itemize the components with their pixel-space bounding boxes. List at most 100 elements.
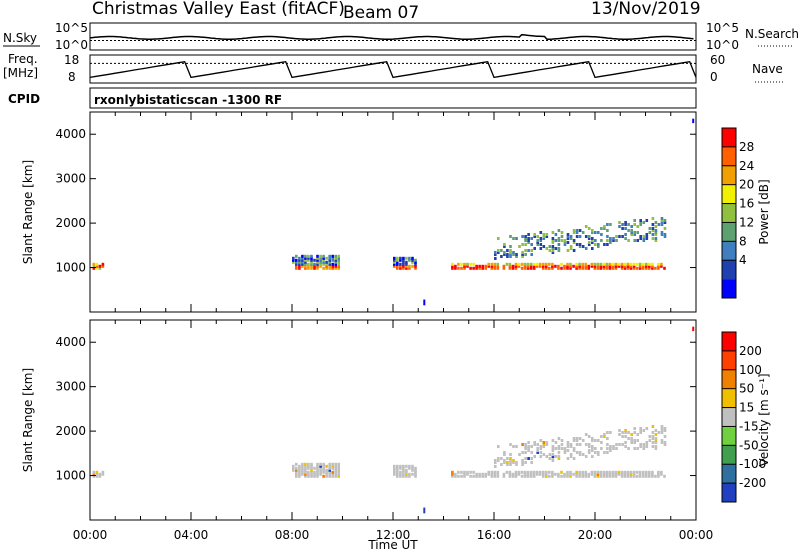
data-cell bbox=[566, 249, 570, 252]
data-cell bbox=[560, 235, 564, 238]
data-cell bbox=[527, 445, 530, 448]
data-cell bbox=[639, 427, 642, 430]
data-cell bbox=[645, 427, 649, 430]
data-cell bbox=[591, 455, 594, 458]
data-cell bbox=[301, 462, 304, 466]
data-cell bbox=[503, 251, 506, 254]
data-cell bbox=[518, 453, 521, 456]
data-cell bbox=[591, 445, 594, 448]
data-cell bbox=[503, 453, 506, 456]
data-cell bbox=[539, 231, 543, 234]
data-cell bbox=[414, 258, 417, 262]
data-cell bbox=[575, 437, 579, 440]
data-cell bbox=[596, 266, 600, 270]
data-cell bbox=[621, 223, 624, 226]
colorbar-segment bbox=[722, 388, 736, 408]
data-cell bbox=[515, 445, 518, 448]
data-cell bbox=[301, 254, 304, 258]
data-cell bbox=[313, 258, 316, 262]
data-cell bbox=[328, 266, 331, 270]
data-cell bbox=[551, 245, 555, 248]
nsky-tick-high: 10^5 bbox=[55, 21, 88, 35]
data-cell bbox=[337, 266, 340, 270]
data-cell bbox=[587, 443, 591, 446]
data-cell bbox=[657, 223, 661, 226]
data-cell bbox=[506, 463, 509, 466]
colorbar-tick-label: -100 bbox=[739, 457, 766, 471]
data-cell bbox=[539, 439, 543, 442]
data-cell bbox=[624, 429, 627, 432]
data-cell bbox=[557, 229, 561, 232]
data-cell bbox=[457, 474, 460, 478]
data-cell bbox=[475, 474, 478, 478]
data-cell bbox=[639, 445, 642, 448]
data-cell bbox=[337, 256, 340, 260]
data-cell bbox=[496, 266, 500, 270]
data-cell bbox=[587, 451, 591, 454]
data-cell bbox=[645, 262, 648, 266]
data-cell bbox=[524, 237, 527, 240]
data-cell bbox=[645, 235, 649, 238]
data-cell bbox=[515, 463, 518, 466]
data-cell bbox=[557, 249, 561, 252]
data-cell bbox=[508, 470, 512, 474]
data-cell bbox=[651, 264, 654, 268]
data-cell bbox=[515, 237, 518, 240]
data-cell bbox=[560, 439, 564, 442]
data-cell bbox=[620, 474, 624, 478]
data-cell bbox=[605, 262, 609, 266]
data-cell bbox=[331, 472, 334, 476]
data-cell bbox=[331, 470, 334, 474]
data-cell bbox=[572, 472, 575, 476]
data-cell bbox=[505, 262, 509, 266]
data-cell bbox=[624, 227, 627, 230]
data-cell bbox=[405, 262, 408, 266]
data-cell bbox=[298, 264, 301, 268]
data-cell bbox=[535, 262, 539, 266]
power-ylabel: Slant Range [km] bbox=[21, 160, 35, 264]
data-cell bbox=[509, 459, 512, 462]
data-cell bbox=[551, 453, 555, 456]
data-cell bbox=[337, 468, 340, 472]
data-cell bbox=[620, 470, 624, 474]
data-cell bbox=[545, 235, 549, 238]
data-cell bbox=[304, 254, 307, 258]
data-cell bbox=[536, 447, 539, 450]
data-cell bbox=[663, 474, 666, 478]
data-cell bbox=[551, 455, 555, 458]
data-cell bbox=[451, 266, 454, 270]
data-cell bbox=[569, 237, 573, 240]
data-cell bbox=[654, 239, 658, 242]
data-cell bbox=[334, 462, 337, 466]
data-cell bbox=[566, 237, 570, 240]
data-cell bbox=[645, 472, 648, 476]
data-cell bbox=[642, 266, 645, 270]
data-cell bbox=[408, 266, 411, 270]
data-cell bbox=[509, 461, 512, 464]
data-cell bbox=[92, 262, 96, 266]
data-cell bbox=[551, 262, 554, 266]
data-cell bbox=[539, 243, 543, 246]
data-cell bbox=[551, 264, 554, 268]
data-cell bbox=[639, 443, 642, 446]
data-cell bbox=[572, 264, 575, 268]
data-cell bbox=[307, 470, 310, 474]
data-cell bbox=[593, 264, 597, 268]
data-cell bbox=[617, 262, 621, 266]
data-cell bbox=[524, 447, 527, 450]
data-cell bbox=[651, 425, 655, 428]
data-cell bbox=[548, 474, 551, 478]
data-cell bbox=[402, 474, 405, 478]
power-data-cells bbox=[92, 118, 695, 306]
data-cell bbox=[310, 472, 313, 476]
data-cell bbox=[508, 474, 512, 478]
data-cell bbox=[292, 466, 295, 470]
data-cell bbox=[494, 257, 497, 260]
data-cell bbox=[524, 451, 527, 454]
colorbar-frame bbox=[721, 331, 737, 503]
data-cell bbox=[600, 227, 603, 230]
data-cell bbox=[393, 260, 396, 264]
data-cell bbox=[654, 233, 658, 236]
colorbar-segment bbox=[722, 426, 736, 446]
data-cell bbox=[451, 470, 454, 474]
